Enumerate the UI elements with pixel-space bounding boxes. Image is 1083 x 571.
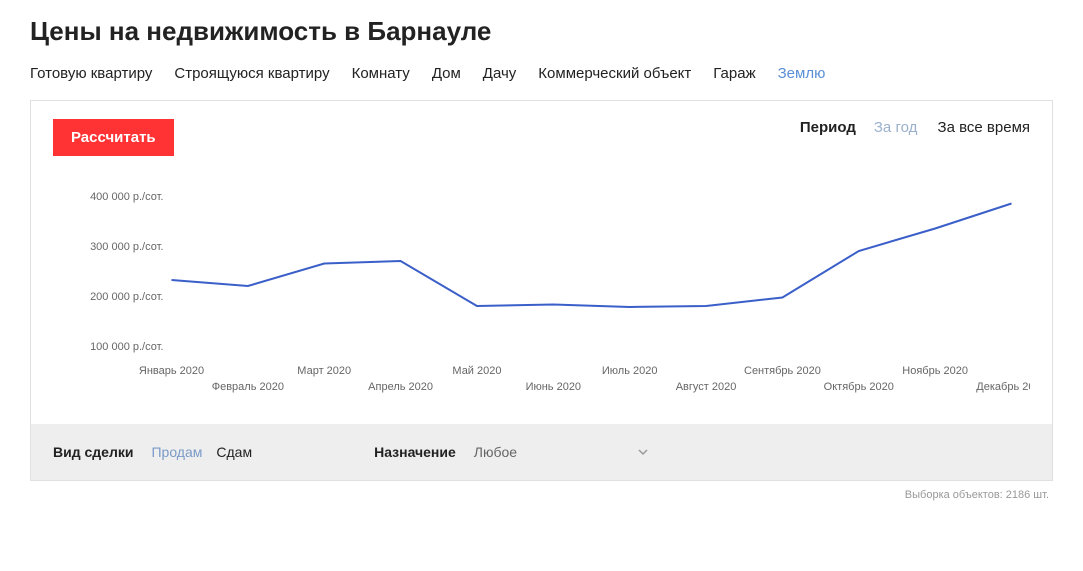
price-line-chart: 100 000 р./сот. 200 000 р./сот. 300 000 р.… [53,176,1030,406]
svg-text:Апрель 2020: Апрель 2020 [368,381,433,393]
purpose-value: Любое [474,444,517,460]
deal-option[interactable]: Сдам [216,444,252,460]
page-title: Цены на недвижимость в Барнауле [30,16,1053,47]
svg-text:Сентябрь 2020: Сентябрь 2020 [744,365,821,377]
category-tabs: Готовую квартиру Строящуюся квартиру Комна… [30,65,1053,82]
period-option[interactable]: За все время [938,119,1030,136]
svg-text:Август 2020: Август 2020 [676,381,737,393]
selection-count: Выборка объектов: 2186 шт. [30,489,1053,501]
period-option[interactable]: За год [874,119,917,136]
purpose-dropdown[interactable]: Любое [474,440,649,464]
tab-Коммерческий объект[interactable]: Коммерческий объект [538,65,691,82]
filter-bar: Вид сделки Продам Сдам Назначение Любое [31,424,1052,480]
tab-Готовую квартиру[interactable]: Готовую квартиру [30,65,152,82]
chart-container: 100 000 р./сот. 200 000 р./сот. 300 000 р.… [31,166,1052,424]
chart-panel: Рассчитать Период За год За все время 10… [30,100,1053,481]
tab-Землю[interactable]: Землю [778,65,826,82]
svg-text:Декабрь 2020: Декабрь 2020 [976,381,1030,393]
svg-text:Май 2020: Май 2020 [452,365,501,377]
tab-Гараж[interactable]: Гараж [713,65,755,82]
svg-text:Март 2020: Март 2020 [297,365,351,377]
svg-text:Ноябрь 2020: Ноябрь 2020 [902,365,968,377]
svg-text:Июль 2020: Июль 2020 [602,365,658,377]
svg-text:200 000 р./сот.: 200 000 р./сот. [90,291,163,303]
svg-text:Июнь 2020: Июнь 2020 [526,381,582,393]
tab-Дом[interactable]: Дом [432,65,461,82]
svg-text:100 000 р./сот.: 100 000 р./сот. [90,341,163,353]
purpose-label: Назначение [374,444,456,460]
tab-Комнату[interactable]: Комнату [352,65,410,82]
tab-Дачу[interactable]: Дачу [483,65,517,82]
tab-Строящуюся квартиру[interactable]: Строящуюся квартиру [174,65,329,82]
svg-text:Октябрь 2020: Октябрь 2020 [824,381,894,393]
period-selector: Период За год За все время [800,119,1030,136]
svg-text:Январь 2020: Январь 2020 [139,365,204,377]
svg-text:300 000 р./сот.: 300 000 р./сот. [90,241,163,253]
deal-option[interactable]: Продам [151,444,202,460]
deal-type-label: Вид сделки [53,444,133,460]
period-label: Период [800,119,856,136]
chevron-down-icon [637,446,649,458]
svg-text:400 000 р./сот.: 400 000 р./сот. [90,191,163,203]
calculate-button[interactable]: Рассчитать [53,119,174,156]
svg-text:Февраль 2020: Февраль 2020 [212,381,284,393]
